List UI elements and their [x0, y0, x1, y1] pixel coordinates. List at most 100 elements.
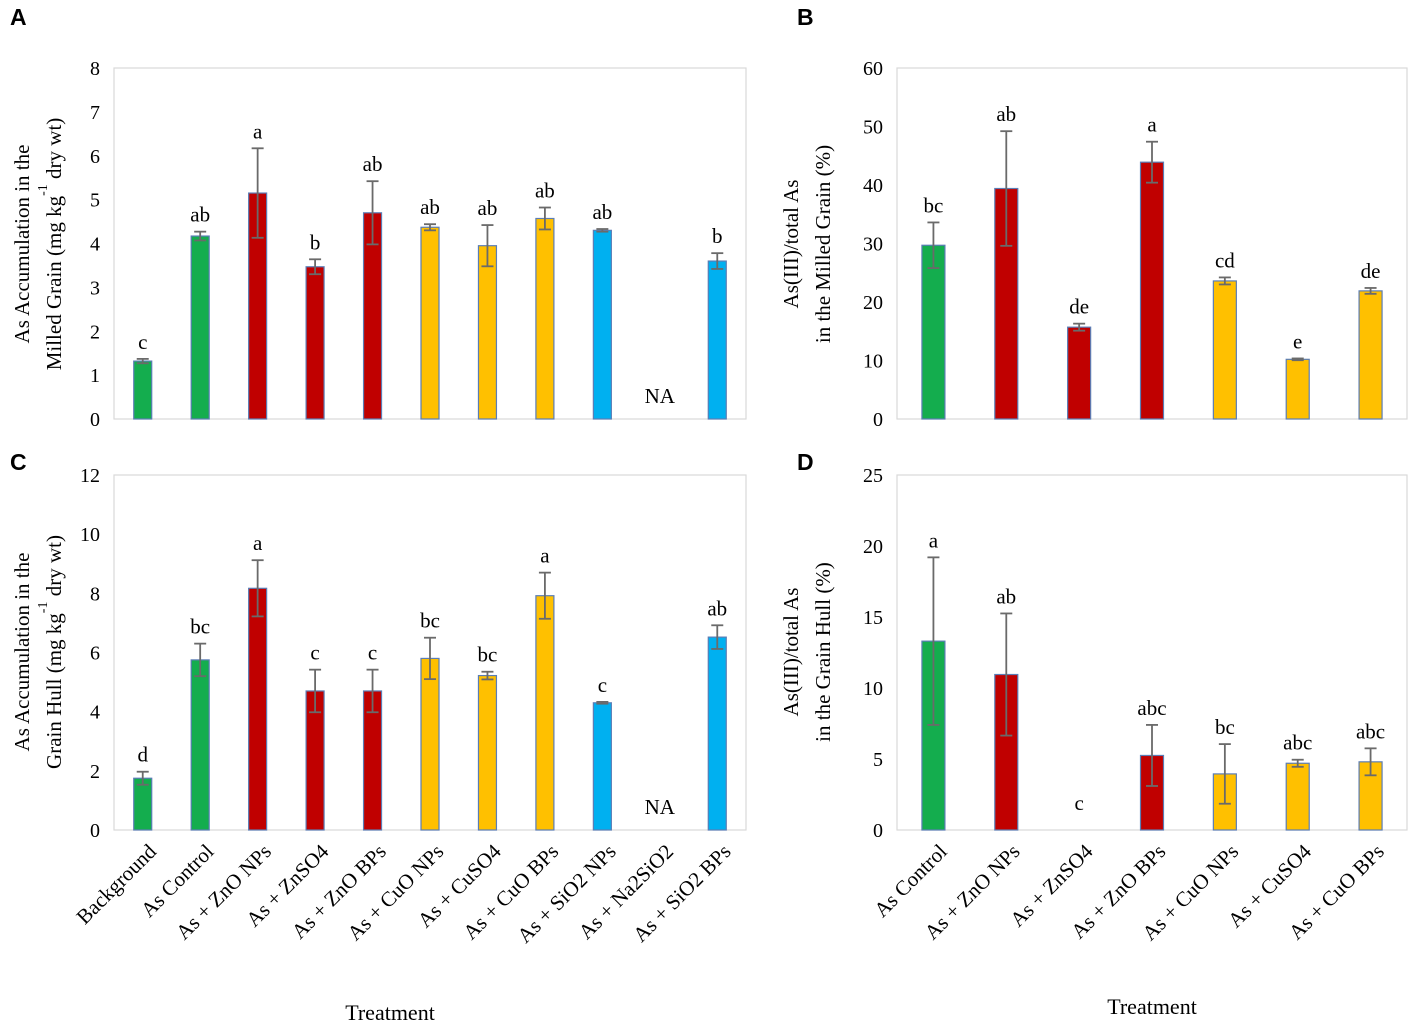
y-tick-label: 5 [873, 749, 883, 771]
bar-a-3 [305, 266, 325, 420]
significance-letter: ab [363, 152, 383, 176]
bar-c-0 [133, 777, 153, 831]
significance-letter: bc [478, 643, 498, 667]
bar-c-7 [535, 595, 555, 831]
significance-letter: e [1293, 329, 1302, 353]
chart-panel-d: D 0 5 10 15 20 25 As(III)/total As in the Grain … [779, 449, 1408, 1019]
bar-a-7 [535, 217, 555, 420]
y-axis-label-unit-sup: -1 [36, 602, 51, 614]
significance-letter: bc [924, 193, 944, 217]
significance-letter: abc [1356, 719, 1385, 743]
y-axis-label-line1: As(III)/total As [779, 180, 803, 309]
y-tick-label: 10 [863, 678, 883, 700]
bar-b-5 [1285, 358, 1310, 420]
significance-letter: c [598, 673, 607, 697]
significance-letter: de [1361, 259, 1381, 283]
bar-c-8 [592, 702, 612, 831]
y-tick-label: 0 [90, 409, 100, 431]
bar-d-5 [1285, 762, 1310, 831]
y-tick-label: 40 [863, 175, 883, 197]
y-tick-label: 10 [863, 351, 883, 373]
significance-letter: ab [707, 596, 727, 620]
y-tick-label: 7 [90, 102, 100, 124]
bar-b-6 [1358, 290, 1383, 420]
y-tick-label: 3 [90, 277, 100, 299]
significance-letter: bc [420, 609, 440, 633]
bar-c-6 [477, 674, 498, 831]
bar-c-5 [420, 657, 440, 831]
y-axis-label-unit-pre: Milled Grain (mg kg [42, 195, 66, 370]
bar-c-2 [248, 587, 268, 831]
significance-letter: b [712, 224, 723, 248]
y-tick-label: 0 [873, 409, 883, 431]
significance-letter: de [1069, 295, 1089, 319]
y-tick-label: 10 [80, 524, 100, 546]
y-tick-label: 30 [863, 234, 883, 256]
panel-label-c: C [10, 449, 27, 475]
panel-label-a: A [10, 4, 27, 30]
bar-b-4 [1212, 280, 1237, 420]
y-axis-label-unit-post: dry wt) [42, 535, 66, 602]
y-tick-label: 0 [873, 820, 883, 842]
bar-c-10 [707, 636, 727, 831]
bar-a-1 [190, 235, 210, 420]
y-tick-label: 2 [90, 321, 100, 343]
significance-letter: ab [478, 196, 498, 220]
bar-a-0 [133, 360, 153, 420]
y-tick-label: 4 [90, 234, 100, 256]
y-tick-label: 15 [863, 607, 883, 629]
panel-label-b: B [797, 4, 814, 30]
significance-letter: d [137, 743, 148, 767]
y-tick-label: 8 [90, 58, 100, 80]
y-tick-label: 4 [90, 702, 100, 724]
significance-letter: abc [1283, 731, 1312, 755]
y-axis-label-line1: As(III)/total As [779, 588, 803, 717]
significance-letter: ab [592, 200, 612, 224]
y-axis-label-line2: Grain Hull (mg kg-1 dry wt) [36, 535, 66, 769]
y-axis-label-line2: Milled Grain (mg kg-1 dry wt) [36, 118, 66, 371]
y-axis-label-unit-post: dry wt) [42, 118, 66, 185]
y-tick-label: 5 [90, 190, 100, 212]
significance-letter: ab [190, 203, 210, 227]
bar-a-10 [707, 260, 727, 420]
significance-letter: a [253, 531, 263, 555]
significance-letter: a [1147, 113, 1157, 137]
significance-letter: c [310, 641, 319, 665]
na-label: NA [645, 384, 676, 408]
bar-c-1 [190, 659, 210, 831]
significance-letter: ab [420, 195, 440, 219]
significance-letter: ab [535, 179, 555, 203]
x-axis-title: Treatment [1107, 994, 1197, 1019]
significance-letter: ab [996, 102, 1016, 126]
y-tick-label: 1 [90, 365, 100, 387]
chart-panel-c: C 0 2 4 6 8 10 12 As Accumulation in the Grain Hu… [10, 449, 747, 1022]
y-axis-label-unit-sup: -1 [36, 184, 51, 196]
y-tick-label: 20 [863, 536, 883, 558]
y-tick-label: 60 [863, 58, 883, 80]
significance-letter: a [540, 544, 550, 568]
y-tick-label: 25 [863, 465, 883, 487]
significance-letter: b [310, 230, 321, 254]
y-tick-label: 2 [90, 761, 100, 783]
bar-b-2 [1067, 326, 1092, 420]
bar-a-5 [420, 226, 440, 420]
significance-letter: c [138, 330, 147, 354]
y-axis-label-line1: As Accumulation in the [10, 553, 34, 752]
y-tick-label: 20 [863, 292, 883, 314]
significance-letter: bc [1215, 715, 1235, 739]
y-tick-label: 0 [90, 820, 100, 842]
y-tick-label: 6 [90, 643, 100, 665]
significance-letter: a [253, 119, 263, 143]
chart-panel-b: B 0 10 20 30 40 50 60 As(III)/total As in the Mil… [779, 4, 1408, 431]
panel-label-d: D [797, 449, 814, 475]
y-axis-label-line2: in the Milled Grain (%) [811, 145, 835, 343]
y-tick-label: 8 [90, 583, 100, 605]
bar-b-3 [1139, 161, 1165, 420]
bar-a-6 [477, 245, 498, 420]
significance-letter: a [929, 528, 939, 552]
bar-a-8 [592, 229, 612, 420]
y-tick-label: 12 [80, 465, 100, 487]
y-tick-label: 50 [863, 117, 883, 139]
